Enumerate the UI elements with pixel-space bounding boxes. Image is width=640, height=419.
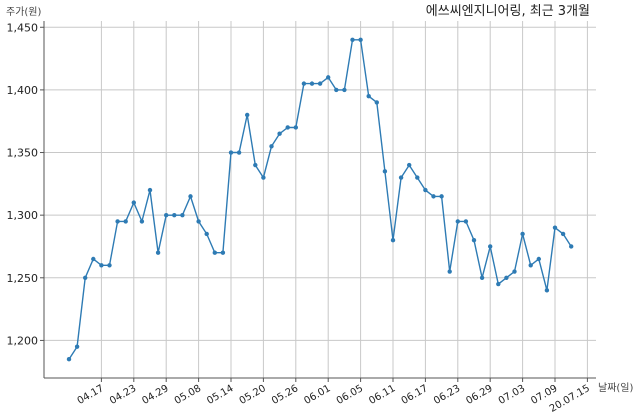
data-point [334,87,339,93]
x-tick-label: 05.08 [173,383,203,407]
data-point [504,275,509,280]
data-point [374,100,379,105]
data-point [407,162,412,168]
data-point [342,87,347,93]
data-point [512,269,517,274]
data-point [366,93,371,99]
x-tick-label: 07.03 [497,383,527,407]
data-point [269,144,274,149]
x-tick-label: 05.20 [238,383,268,407]
data-point [382,169,388,174]
data-point [496,281,501,287]
data-point [488,244,493,249]
x-tick-label: 05.26 [270,383,300,407]
data-point [293,125,298,130]
data-point [536,256,541,262]
data-point [147,187,153,193]
data-point [236,150,242,155]
data-point [358,37,363,42]
data-point [317,81,323,86]
y-tick-label: 1,450 [7,21,39,34]
data-point [261,175,266,180]
data-point [220,250,226,255]
y-tick-label: 1,350 [7,147,39,160]
data-point [285,125,290,130]
x-tick-label: 04.29 [140,383,170,407]
y-tick-label: 1,250 [7,272,39,285]
y-axis-label: 주가(원) [6,6,42,18]
data-point [423,187,428,193]
data-point [520,231,525,237]
data-point [212,250,217,255]
y-tick-label: 1,200 [7,334,39,347]
x-tick-label: 05.14 [205,383,235,407]
x-tick-label: 06.05 [335,383,365,407]
data-point [569,244,574,249]
data-point [115,219,120,224]
data-point [204,231,209,237]
data-point [528,263,533,268]
data-point [196,219,201,224]
data-point [390,238,396,243]
x-ticks: 04.17 04.23 04.29 05.08 05.14 05.20 05.26 06.01… [76,378,592,415]
x-tick-label: 04.23 [108,383,138,407]
data-point [326,75,331,80]
data-point [471,238,477,243]
data-point [66,357,72,362]
data-point [301,81,307,86]
x-tick-label: 04.17 [76,383,106,407]
x-tick-label: 06.17 [400,383,430,407]
data-point [74,344,80,349]
data-point [99,263,104,268]
data-point [447,269,452,274]
price-series-points [66,37,574,362]
data-point [350,37,355,42]
x-axis-label: 날짜(일) [598,382,634,394]
chart-title: 에쓰씨엔지니어링, 최근 3개월 [426,4,590,19]
data-point [455,219,460,224]
data-point [180,212,185,218]
price-series-line [68,39,572,360]
data-point [155,250,161,255]
data-point [253,162,258,168]
data-point [131,200,136,205]
data-point [463,219,469,224]
data-point [398,175,404,180]
data-point [552,225,558,230]
data-point [139,219,145,224]
data-point [431,194,436,199]
x-tick-label: 06.23 [432,383,462,407]
data-point [544,288,550,293]
data-point [91,256,96,262]
data-point [560,231,566,237]
data-point [164,212,169,218]
data-point [172,212,177,218]
data-point [277,131,282,136]
x-tick-label: 06.11 [367,383,397,407]
data-point [188,194,193,199]
data-point [107,263,112,268]
data-point [415,175,420,180]
grid [44,21,596,378]
data-point [83,275,88,280]
y-tick-label: 1,300 [7,209,39,222]
x-tick-label: 06.29 [464,383,494,407]
data-point [309,81,315,86]
x-tick-label: 06.01 [302,383,332,407]
data-point [439,194,444,199]
y-tick-label: 1,400 [7,84,39,97]
data-point [245,112,250,118]
data-point [479,275,485,280]
data-point [228,150,234,155]
data-point [123,219,128,224]
y-ticks: 1,200 1,250 1,300 1,350 1,400 1,450 [7,21,44,347]
